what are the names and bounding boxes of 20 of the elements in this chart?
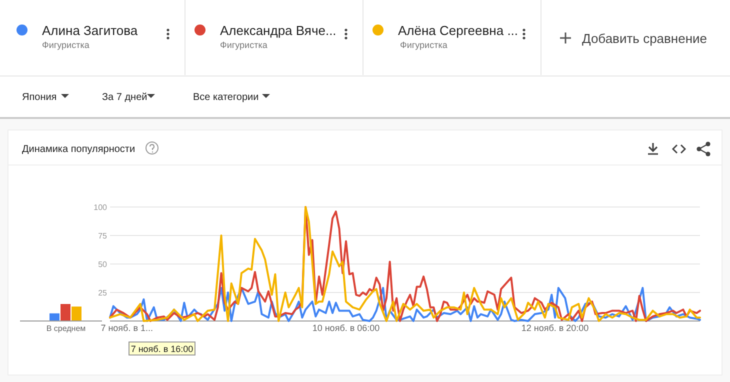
text: Фигуристка	[42, 40, 90, 50]
x-tick-label: 12 нояб. в 20:00	[521, 323, 589, 333]
legend-label: Алёна Сергеевна ...	[398, 23, 518, 38]
y-tick-label: 75	[98, 232, 108, 240]
legend-label: Алина Загитова	[42, 23, 138, 38]
text: Все категории	[193, 92, 259, 103]
text: Япония	[22, 92, 57, 103]
text: Фигуристка	[400, 40, 448, 50]
y-tick-label: 100	[94, 203, 108, 212]
x-tick-label: 10 нояб. в 06:00	[312, 323, 380, 333]
chart-title: Динамика популярности	[22, 144, 136, 155]
legend-label: Александра Вяче...	[220, 23, 336, 38]
x-tick-label: 7 нояб. в 1...	[100, 323, 154, 333]
y-tick-label: 50	[98, 260, 108, 269]
y-tick-label: 25	[98, 288, 108, 298]
text: За 7 дней	[102, 92, 148, 103]
text: Добавить сравнение	[582, 31, 708, 46]
x-tick-label: В среднем	[46, 324, 86, 333]
text: Фигуристка	[220, 40, 268, 50]
text: 7 нояб. в 16:00	[130, 344, 194, 354]
